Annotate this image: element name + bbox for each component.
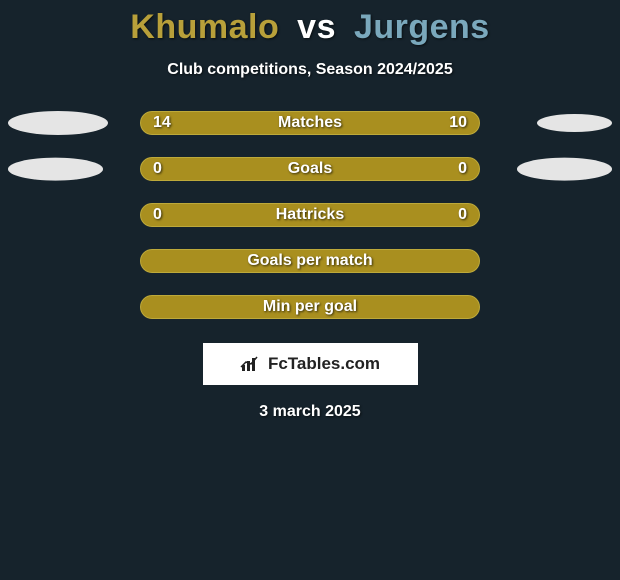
stat-bar: Min per goal [140, 295, 480, 319]
stat-label: Goals [288, 160, 332, 178]
stat-bar: Goals per match [140, 249, 480, 273]
stat-label: Hattricks [276, 206, 344, 224]
left-ellipse [8, 111, 108, 135]
player2-name: Jurgens [354, 8, 490, 46]
stat-row: 0 Hattricks 0 [0, 203, 620, 227]
date-text: 3 march 2025 [0, 403, 620, 421]
logo-box: FcTables.com [203, 343, 418, 385]
chart-icon [240, 355, 262, 373]
stat-label: Min per goal [263, 298, 357, 316]
player1-name: Khumalo [130, 8, 279, 46]
stat-bar: 0 Hattricks 0 [140, 203, 480, 227]
stat-label: Matches [278, 114, 342, 132]
stat-bar: 14 Matches 10 [140, 111, 480, 135]
stat-row: 0 Goals 0 [0, 157, 620, 181]
page-title: Khumalo vs Jurgens [0, 0, 620, 47]
left-value: 14 [153, 114, 171, 132]
stat-row: 14 Matches 10 [0, 111, 620, 135]
stat-label: Goals per match [247, 252, 372, 270]
right-ellipse [537, 114, 612, 132]
right-value: 10 [449, 114, 467, 132]
subtitle: Club competitions, Season 2024/2025 [0, 61, 620, 79]
stat-rows-container: 14 Matches 10 0 Goals 0 0 Hattricks 0 Goals per m… [0, 111, 620, 319]
left-value: 0 [153, 160, 162, 178]
left-ellipse [8, 158, 103, 181]
stat-row: Goals per match [0, 249, 620, 273]
left-value: 0 [153, 206, 162, 224]
right-value: 0 [458, 160, 467, 178]
stat-bar: 0 Goals 0 [140, 157, 480, 181]
stat-row: Min per goal [0, 295, 620, 319]
logo-text: FcTables.com [268, 354, 380, 374]
right-value: 0 [458, 206, 467, 224]
right-ellipse [517, 158, 612, 181]
vs-text: vs [297, 8, 336, 46]
